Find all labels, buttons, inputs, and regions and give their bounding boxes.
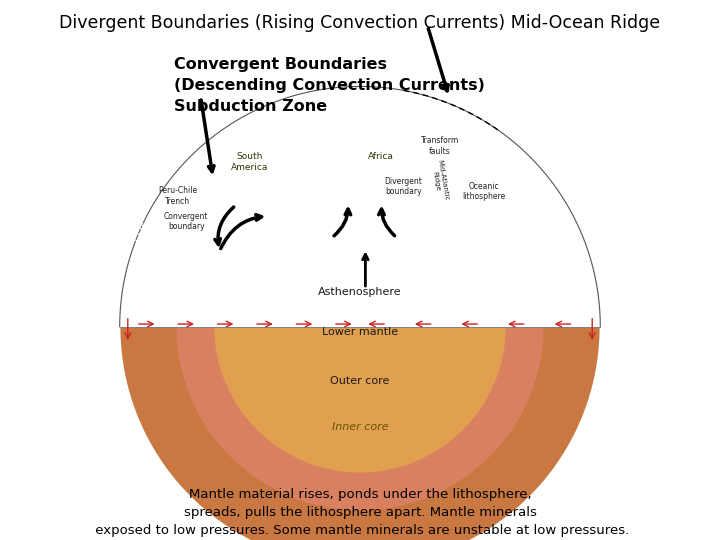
Circle shape	[176, 143, 544, 510]
Text: Divergent Boundaries (Rising Convection Currents) Mid-Ocean Ridge: Divergent Boundaries (Rising Convection …	[60, 14, 660, 31]
Circle shape	[215, 181, 505, 472]
Circle shape	[301, 267, 419, 386]
Wedge shape	[120, 86, 600, 327]
Circle shape	[215, 181, 505, 472]
Text: Mid-Atlantic
Ridge: Mid-Atlantic Ridge	[430, 159, 450, 202]
Text: Outer core: Outer core	[330, 376, 390, 386]
Circle shape	[144, 111, 576, 540]
Circle shape	[301, 267, 419, 386]
Text: South
America: South America	[230, 152, 268, 172]
Polygon shape	[203, 156, 213, 200]
Text: Lower mantle: Lower mantle	[322, 327, 398, 337]
Circle shape	[255, 221, 465, 432]
Polygon shape	[462, 152, 495, 189]
Polygon shape	[355, 125, 402, 193]
Text: Africa: Africa	[368, 152, 393, 161]
Polygon shape	[201, 131, 298, 220]
Text: Transform
faults: Transform faults	[420, 136, 459, 156]
Polygon shape	[36, 0, 684, 327]
Text: Divergent
boundary: Divergent boundary	[384, 177, 422, 196]
Wedge shape	[120, 86, 600, 327]
Circle shape	[120, 86, 600, 540]
Circle shape	[176, 143, 544, 510]
Polygon shape	[355, 125, 402, 193]
Wedge shape	[120, 86, 600, 327]
Text: Asthenosphere: Asthenosphere	[318, 287, 402, 296]
Wedge shape	[120, 86, 600, 327]
Text: Peru-Chile
Trench: Peru-Chile Trench	[158, 186, 197, 206]
Text: Atlantic
Ocean: Atlantic Ocean	[302, 152, 337, 172]
Text: Convergent Boundaries
(Descending Convection Currents)
Subduction Zone: Convergent Boundaries (Descending Convec…	[174, 57, 485, 114]
Text: Oceanic
lithosphere: Oceanic lithosphere	[462, 182, 506, 201]
Polygon shape	[201, 131, 298, 220]
Text: Mantle material rises, ponds under the lithosphere,
spreads, pulls the lithosphe: Mantle material rises, ponds under the l…	[91, 488, 629, 540]
Text: Inner core: Inner core	[332, 422, 388, 431]
Text: Pacific
Ocean: Pacific Ocean	[132, 221, 164, 244]
Circle shape	[255, 221, 465, 432]
Text: Convergent
boundary: Convergent boundary	[164, 212, 208, 231]
Polygon shape	[36, 327, 684, 540]
